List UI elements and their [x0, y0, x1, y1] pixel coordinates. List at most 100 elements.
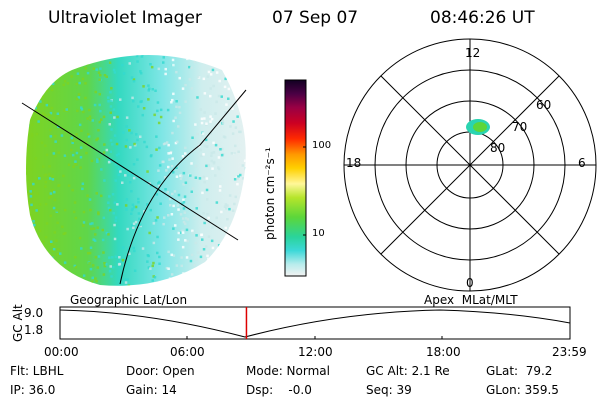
- speckle-pixel: [172, 204, 175, 208]
- speckle-pixel: [133, 249, 136, 253]
- speckle-pixel: [125, 125, 128, 128]
- speckle-pixel: [225, 103, 228, 106]
- speckle-pixel: [56, 112, 60, 115]
- speckle-pixel: [208, 287, 211, 290]
- speckle-pixel: [220, 283, 223, 286]
- speckle-pixel: [173, 190, 177, 193]
- speckle-pixel: [100, 47, 103, 50]
- speckle-pixel: [57, 151, 61, 154]
- speckle-pixel: [242, 188, 245, 192]
- speckle-pixel: [53, 231, 57, 234]
- speckle-pixel: [121, 181, 124, 184]
- speckle-pixel: [44, 144, 47, 147]
- speckle-pixel: [92, 227, 96, 230]
- speckle-pixel: [130, 190, 133, 193]
- speckle-pixel: [117, 152, 121, 156]
- speckle-pixel: [26, 107, 29, 110]
- speckle-pixel: [162, 142, 166, 146]
- speckle-pixel: [127, 55, 131, 56]
- speckle-pixel: [147, 98, 150, 101]
- speckle-pixel: [188, 65, 191, 69]
- speckle-pixel: [242, 271, 245, 275]
- speckle-pixel: [219, 148, 222, 151]
- speckle-pixel: [215, 71, 219, 74]
- speckle-pixel: [240, 267, 243, 271]
- speckle-pixel: [182, 49, 185, 52]
- speckle-pixel: [228, 194, 232, 197]
- speckle-pixel: [50, 55, 53, 57]
- speckle-pixel: [119, 170, 122, 173]
- speckle-pixel: [225, 207, 228, 210]
- mlt-label-12: 12: [465, 46, 481, 60]
- speckle-pixel: [72, 276, 75, 280]
- speckle-pixel: [31, 283, 34, 286]
- speckle-pixel: [130, 76, 134, 79]
- speckle-pixel: [211, 167, 214, 170]
- speckle-pixel: [214, 174, 217, 177]
- speckle-pixel: [146, 170, 149, 173]
- speckle-pixel: [97, 211, 100, 214]
- altitude-curve: [59, 309, 571, 338]
- speckle-pixel: [86, 62, 89, 66]
- speckle-pixel: [216, 49, 219, 52]
- speckle-pixel: [74, 265, 77, 269]
- speckle-pixel: [164, 188, 167, 191]
- speckle-pixel: [134, 220, 138, 224]
- speckle-pixel: [54, 140, 57, 143]
- gain-status: Gain: 14: [126, 383, 177, 397]
- speckle-pixel: [158, 164, 162, 167]
- speckle-pixel: [181, 202, 184, 206]
- speckle-pixel: [84, 49, 87, 52]
- speckle-pixel: [184, 100, 187, 103]
- speckle-pixel: [56, 253, 59, 256]
- speckle-pixel: [156, 216, 159, 219]
- speckle-pixel: [219, 271, 223, 275]
- speckle-pixel: [95, 68, 98, 71]
- speckle-pixel: [235, 242, 239, 245]
- speckle-pixel: [34, 238, 38, 241]
- gc-alt-status: GC Alt: 2.1 Re: [366, 364, 450, 378]
- speckle-pixel: [193, 60, 197, 64]
- speckle-pixel: [198, 48, 201, 51]
- speckle-pixel: [38, 46, 41, 49]
- speckle-pixel: [116, 115, 119, 119]
- speckle-pixel: [107, 100, 110, 103]
- speckle-pixel: [174, 141, 178, 145]
- speckle-pixel: [238, 247, 242, 250]
- speckle-pixel: [207, 257, 210, 261]
- speckle-pixel: [66, 46, 69, 49]
- speckle-pixel: [174, 116, 177, 119]
- speckle-pixel: [171, 157, 174, 160]
- speckle-pixel: [44, 235, 48, 239]
- speckle-pixel: [94, 255, 98, 259]
- speckle-pixel: [89, 118, 92, 121]
- speckle-pixel: [94, 233, 97, 236]
- speckle-pixel: [175, 100, 178, 103]
- speckle-pixel: [49, 214, 52, 218]
- speckle-pixel: [33, 235, 37, 238]
- speckle-pixel: [236, 115, 239, 118]
- speckle-pixel: [158, 255, 161, 259]
- speckle-pixel: [96, 158, 99, 161]
- speckle-pixel: [132, 163, 136, 166]
- speckle-pixel: [210, 239, 214, 243]
- speckle-pixel: [207, 216, 210, 220]
- speckle-pixel: [180, 175, 183, 178]
- colorbar-unit-label: photon cm⁻²s⁻¹: [263, 147, 277, 240]
- speckle-pixel: [50, 195, 53, 198]
- speckle-pixel: [87, 252, 90, 255]
- dsp-status: Dsp: -0.0: [246, 383, 312, 397]
- seq-status: Seq: 39: [366, 383, 412, 397]
- speckle-pixel: [134, 45, 137, 48]
- speckle-pixel: [28, 78, 31, 81]
- speckle-pixel: [48, 172, 51, 176]
- speckle-pixel: [141, 247, 145, 250]
- speckle-pixel: [91, 282, 94, 286]
- color-scale-bar: [284, 79, 307, 277]
- speckle-pixel: [170, 164, 174, 168]
- speckle-pixel: [165, 266, 169, 270]
- speckle-pixel: [133, 142, 136, 146]
- speckle-pixel: [89, 222, 92, 226]
- speckle-pixel: [196, 251, 200, 254]
- speckle-pixel: [209, 276, 212, 279]
